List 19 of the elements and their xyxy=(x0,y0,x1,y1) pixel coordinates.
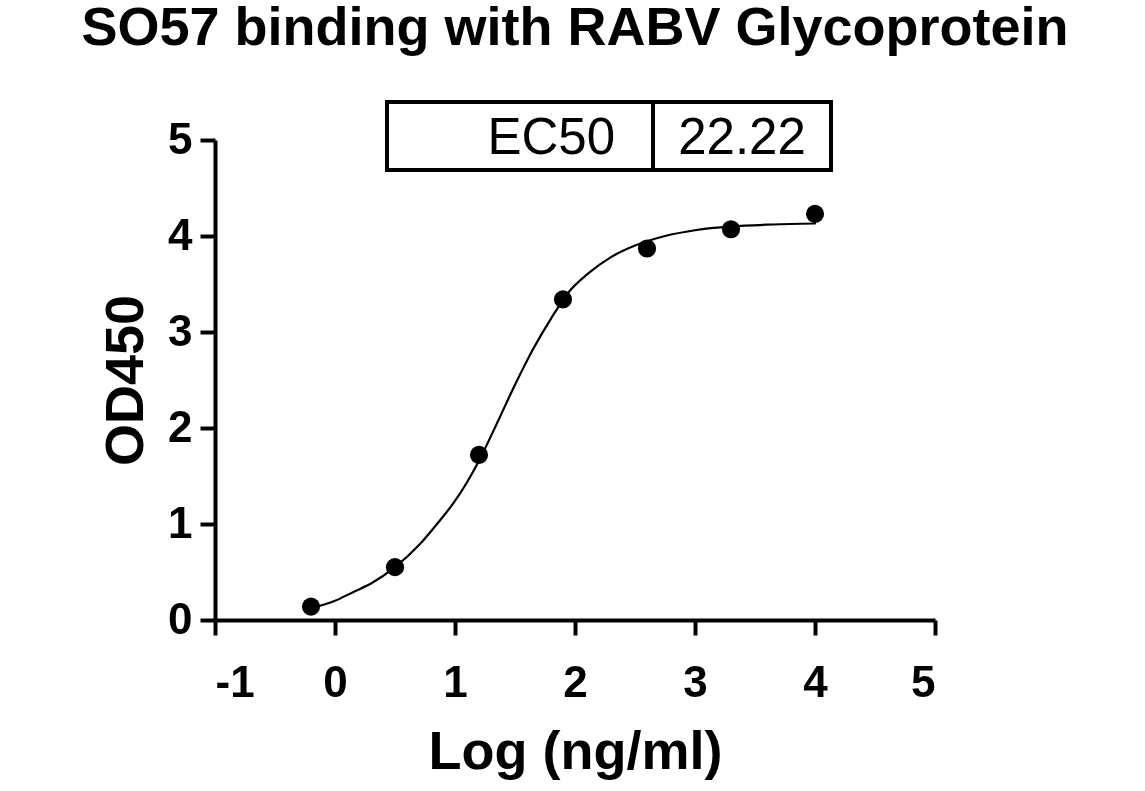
y-tick-label: 4 xyxy=(168,209,194,259)
table: EC50 22.22 xyxy=(385,100,833,172)
y-tick-label: 2 xyxy=(168,401,193,451)
x-axis-title: Log (ng/ml) xyxy=(428,719,723,780)
y-tick-label: 3 xyxy=(168,305,193,355)
x-tick-label: 5 xyxy=(911,656,936,706)
y-tick-label: 5 xyxy=(168,113,193,163)
y-axis-title: OD450 xyxy=(94,294,155,467)
x-tick-label: 1 xyxy=(443,656,468,706)
x-tick-label: 3 xyxy=(683,656,708,706)
chart-title: SO57 binding with RABV Glycoprotein xyxy=(81,0,1069,56)
x-tick-label: 2 xyxy=(563,656,588,706)
y-tick-label: 0 xyxy=(168,593,193,643)
annotation: EC50 xyxy=(389,104,655,168)
x-tick-label: -1 xyxy=(215,656,255,706)
x-tick-label: 4 xyxy=(803,656,829,706)
y-tick-label: 1 xyxy=(168,497,193,547)
annotation: 22.22 xyxy=(677,106,807,167)
x-tick-label: 0 xyxy=(323,656,348,706)
